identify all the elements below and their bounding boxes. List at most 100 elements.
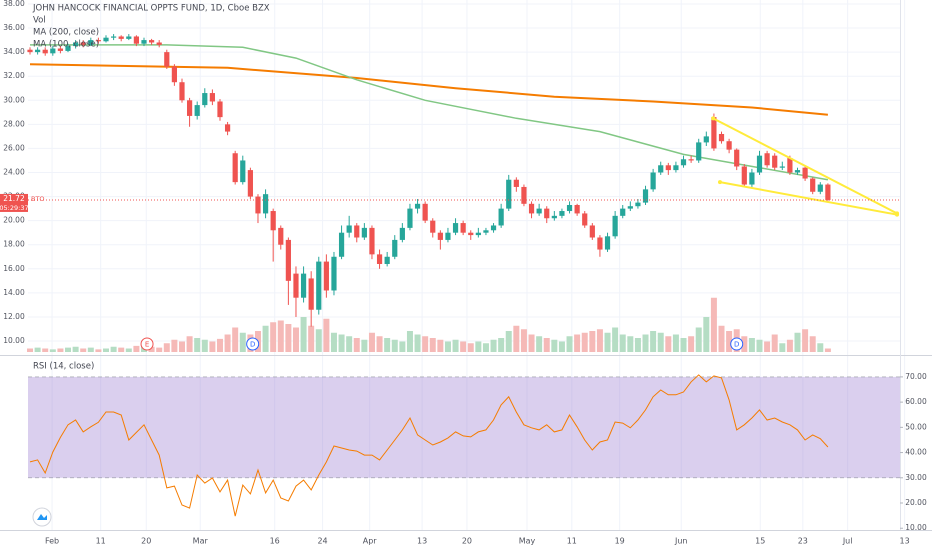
candle-body <box>642 189 649 203</box>
volume-bar <box>42 348 49 352</box>
y-tick-label: 24.00 <box>3 168 25 177</box>
volume-bar <box>87 347 94 352</box>
volume-bar <box>216 338 223 352</box>
candle-body <box>696 142 702 161</box>
rsi-tick-label: 60.00 <box>905 397 927 406</box>
trendline <box>712 117 898 215</box>
volume-bar <box>490 339 497 352</box>
candle-body <box>50 48 56 54</box>
volume-bar <box>718 325 725 352</box>
event-marker <box>246 337 260 351</box>
y-tick-label: 38.00 <box>3 0 25 8</box>
volume-bar <box>406 331 413 352</box>
volume-bar <box>95 349 102 352</box>
volume-bar <box>346 336 353 352</box>
volume-bar <box>414 334 421 352</box>
countdown-label: 05:29:37 <box>0 204 29 212</box>
candle-body <box>232 153 238 183</box>
volume-bar <box>437 339 444 352</box>
candle-body <box>346 225 352 233</box>
ma-legend: MA (100, close) <box>33 40 99 50</box>
last-price-label: 21.72 <box>3 194 25 203</box>
candle-body <box>521 186 527 204</box>
candle-body <box>422 203 428 221</box>
candle-body <box>597 237 603 250</box>
candle-body <box>35 49 41 53</box>
volume-bar <box>809 336 816 352</box>
volume-bar <box>27 348 34 352</box>
candle-body <box>80 42 86 45</box>
candle-body <box>285 239 291 281</box>
volume-bar <box>505 331 512 352</box>
volume-bar <box>300 317 307 352</box>
y-tick-label: 26.00 <box>3 143 25 152</box>
candle-body <box>528 203 535 214</box>
volume-bar <box>779 343 786 352</box>
candle-body <box>749 172 755 185</box>
volume-bar <box>513 325 520 352</box>
volume-bar <box>726 331 733 352</box>
volume-legend: Vol <box>33 16 46 26</box>
candle-body <box>559 211 565 216</box>
volume-bar <box>460 341 467 352</box>
candle-body <box>392 239 398 257</box>
volume-bar <box>665 336 672 352</box>
candle-body <box>376 254 383 264</box>
event-marker-label: D <box>734 341 739 349</box>
x-tick-label: 13 <box>417 537 427 546</box>
trendline-handle <box>711 116 716 121</box>
tradingview-logo[interactable] <box>32 507 52 527</box>
price-tag: BTO <box>31 195 45 203</box>
x-tick-label: Apr <box>363 537 378 546</box>
y-tick-label: 18.00 <box>3 240 25 249</box>
volume-bar <box>612 327 619 352</box>
volume-bar <box>118 347 125 352</box>
candle-body <box>551 215 557 219</box>
candle-body <box>209 93 215 102</box>
volume-bar <box>566 336 573 352</box>
volume-bar <box>650 331 657 352</box>
candle-body <box>764 153 770 166</box>
volume-bar <box>429 338 436 352</box>
volume-bar <box>756 339 763 352</box>
candle-body <box>407 208 413 228</box>
volume-bar <box>444 341 451 352</box>
x-tick-label: 11 <box>567 537 577 546</box>
rsi-tick-label: 10.00 <box>905 523 927 532</box>
candle-body <box>566 205 573 212</box>
candle-body <box>42 49 48 54</box>
volume-bar <box>34 347 41 352</box>
candle-body <box>688 159 694 161</box>
candle-body <box>255 196 261 214</box>
candle-body <box>202 93 208 106</box>
x-tick-label: 24 <box>317 537 327 546</box>
volume-bar <box>270 322 277 352</box>
volume-bar <box>642 334 649 352</box>
volume-bar <box>338 334 345 352</box>
candle-body <box>240 160 246 183</box>
volume-bar <box>551 339 558 352</box>
rsi-band <box>28 376 900 478</box>
volume-bar <box>741 336 748 352</box>
candle-body <box>414 203 421 209</box>
y-tick-label: 12.00 <box>3 312 25 321</box>
volume-bar <box>794 332 801 352</box>
candle-body <box>194 105 200 116</box>
volume-bar <box>558 341 565 352</box>
candle-body <box>787 158 793 173</box>
candle-body <box>88 40 94 45</box>
trendline-handle <box>717 180 722 185</box>
volume-bar <box>171 339 178 352</box>
x-tick-label: Jun <box>674 537 688 546</box>
candle-body <box>354 225 360 238</box>
rsi-line <box>29 374 829 517</box>
volume-bar <box>391 339 398 352</box>
volume-bar <box>452 339 459 352</box>
candle-body <box>437 232 443 240</box>
x-tick-label: 20 <box>462 537 472 546</box>
x-tick-label: May <box>519 537 536 546</box>
candle-body <box>703 136 709 143</box>
x-tick-label: Feb <box>45 537 59 546</box>
